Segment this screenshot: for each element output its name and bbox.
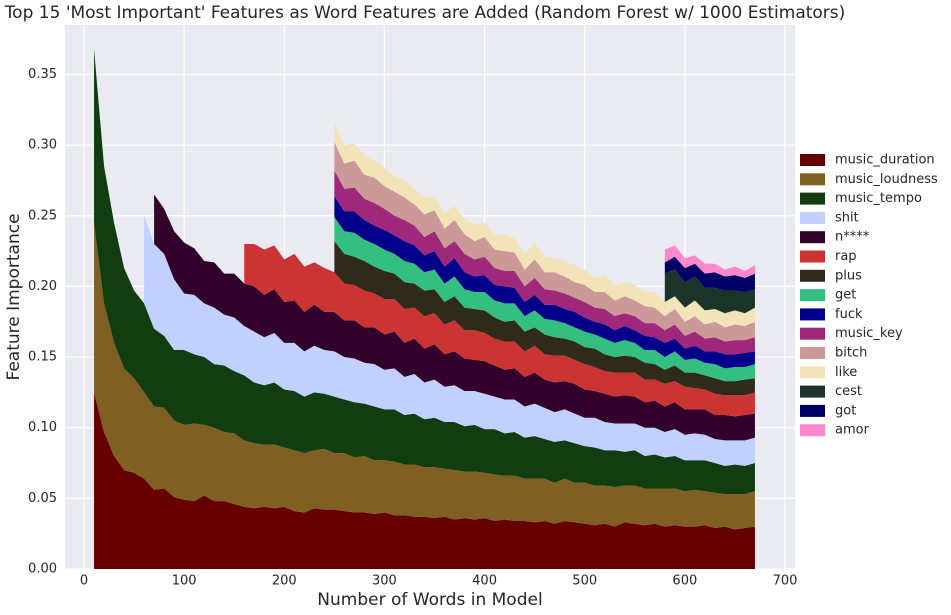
legend-swatch <box>800 173 825 186</box>
legend-swatch <box>800 347 825 359</box>
legend-swatch <box>800 231 825 244</box>
legend-swatch <box>800 385 825 398</box>
area <box>144 215 755 466</box>
y-tick-label: 0.00 <box>28 562 57 577</box>
x-tick-label: 300 <box>372 574 397 589</box>
legend-label: amor <box>835 423 870 438</box>
legend-label: music_loudness <box>835 172 938 187</box>
x-tick-label: 100 <box>172 574 197 589</box>
legend-swatch <box>800 308 825 321</box>
legend-swatch <box>800 327 825 340</box>
area <box>154 194 755 441</box>
legend-swatch <box>800 424 825 437</box>
x-tick-label: 400 <box>472 574 497 589</box>
legend-label: music_tempo <box>835 191 922 206</box>
legend-swatch <box>800 366 825 379</box>
legend-swatch <box>800 289 825 302</box>
y-axis-label: Feature Importance <box>4 213 24 380</box>
legend-swatch <box>800 211 825 224</box>
area <box>334 241 755 396</box>
legend-label: fuck <box>835 307 863 322</box>
x-tick-label: 500 <box>572 574 597 589</box>
legend-label: like <box>835 365 857 380</box>
legend-swatch <box>800 404 825 417</box>
legend-swatch <box>800 192 825 205</box>
legend-label: rap <box>835 249 857 264</box>
area <box>244 244 755 417</box>
x-tick-label: 0 <box>80 574 88 589</box>
legend-label: n**** <box>835 230 870 245</box>
legend-label: cest <box>835 384 862 399</box>
x-tick-label: 700 <box>773 574 798 589</box>
chart-title: Top 15 'Most Important' Features as Word… <box>4 3 846 23</box>
x-tick-label: 200 <box>272 574 297 589</box>
legend-swatch <box>800 154 825 166</box>
x-tick-label: 600 <box>672 574 697 589</box>
legend-label: bitch <box>835 346 867 361</box>
y-tick-label: 0.35 <box>28 67 57 82</box>
x-axis-label: Number of Words in Model <box>317 590 542 610</box>
legend-label: music_duration <box>835 153 935 168</box>
legend-swatch <box>800 250 825 263</box>
legend-label: plus <box>835 268 862 283</box>
y-tick-label: 0.30 <box>28 138 57 153</box>
area <box>334 217 755 382</box>
legend-label: get <box>835 288 856 303</box>
y-tick-label: 0.05 <box>28 491 57 506</box>
legend-label: shit <box>835 210 859 225</box>
area <box>664 269 755 314</box>
y-tick-label: 0.10 <box>28 420 57 435</box>
area <box>664 245 755 278</box>
area <box>664 256 755 293</box>
area <box>94 222 755 530</box>
y-tick-label: 0.25 <box>28 208 57 223</box>
legend-swatch <box>800 269 825 282</box>
legend-label: music_key <box>835 326 903 341</box>
area <box>94 392 755 569</box>
y-tick-label: 0.20 <box>28 279 57 294</box>
y-tick-label: 0.15 <box>28 350 57 365</box>
legend-label: got <box>835 403 856 418</box>
